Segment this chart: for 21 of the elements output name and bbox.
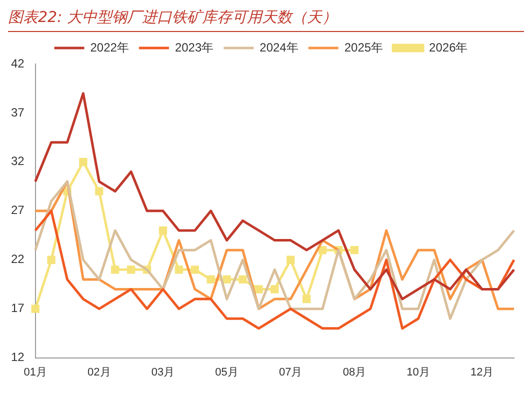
- y-tick-label: 37: [10, 105, 25, 120]
- y-tick-label: 42: [10, 56, 25, 70]
- x-tick-label: 05月: [215, 366, 238, 378]
- x-tick-label: 02月: [88, 366, 111, 378]
- x-tick-label: 10月: [406, 366, 430, 378]
- legend-label: 2026年: [429, 40, 468, 54]
- legend-label: 2023年: [174, 40, 214, 54]
- y-tick-label: 22: [10, 252, 25, 266]
- legend-label: 2024年: [260, 40, 298, 54]
- chart-title: 图表22: 大中型钢厂进口铁矿库存可用天数（天）: [8, 8, 524, 32]
- y-tick-label: 12: [10, 350, 25, 364]
- x-tick-label: 03月: [151, 366, 175, 378]
- legend-label: 2025年: [344, 40, 384, 54]
- x-tick-label: 12月: [470, 366, 494, 378]
- x-tick-label: 07月: [279, 366, 302, 378]
- x-tick-label: 01月: [24, 366, 47, 378]
- y-tick-label: 32: [10, 154, 25, 168]
- legend-label: 2022年: [90, 40, 129, 54]
- x-tick-label: 08月: [342, 366, 366, 378]
- y-tick-label: 27: [10, 203, 25, 218]
- y-tick-label: 17: [10, 301, 25, 316]
